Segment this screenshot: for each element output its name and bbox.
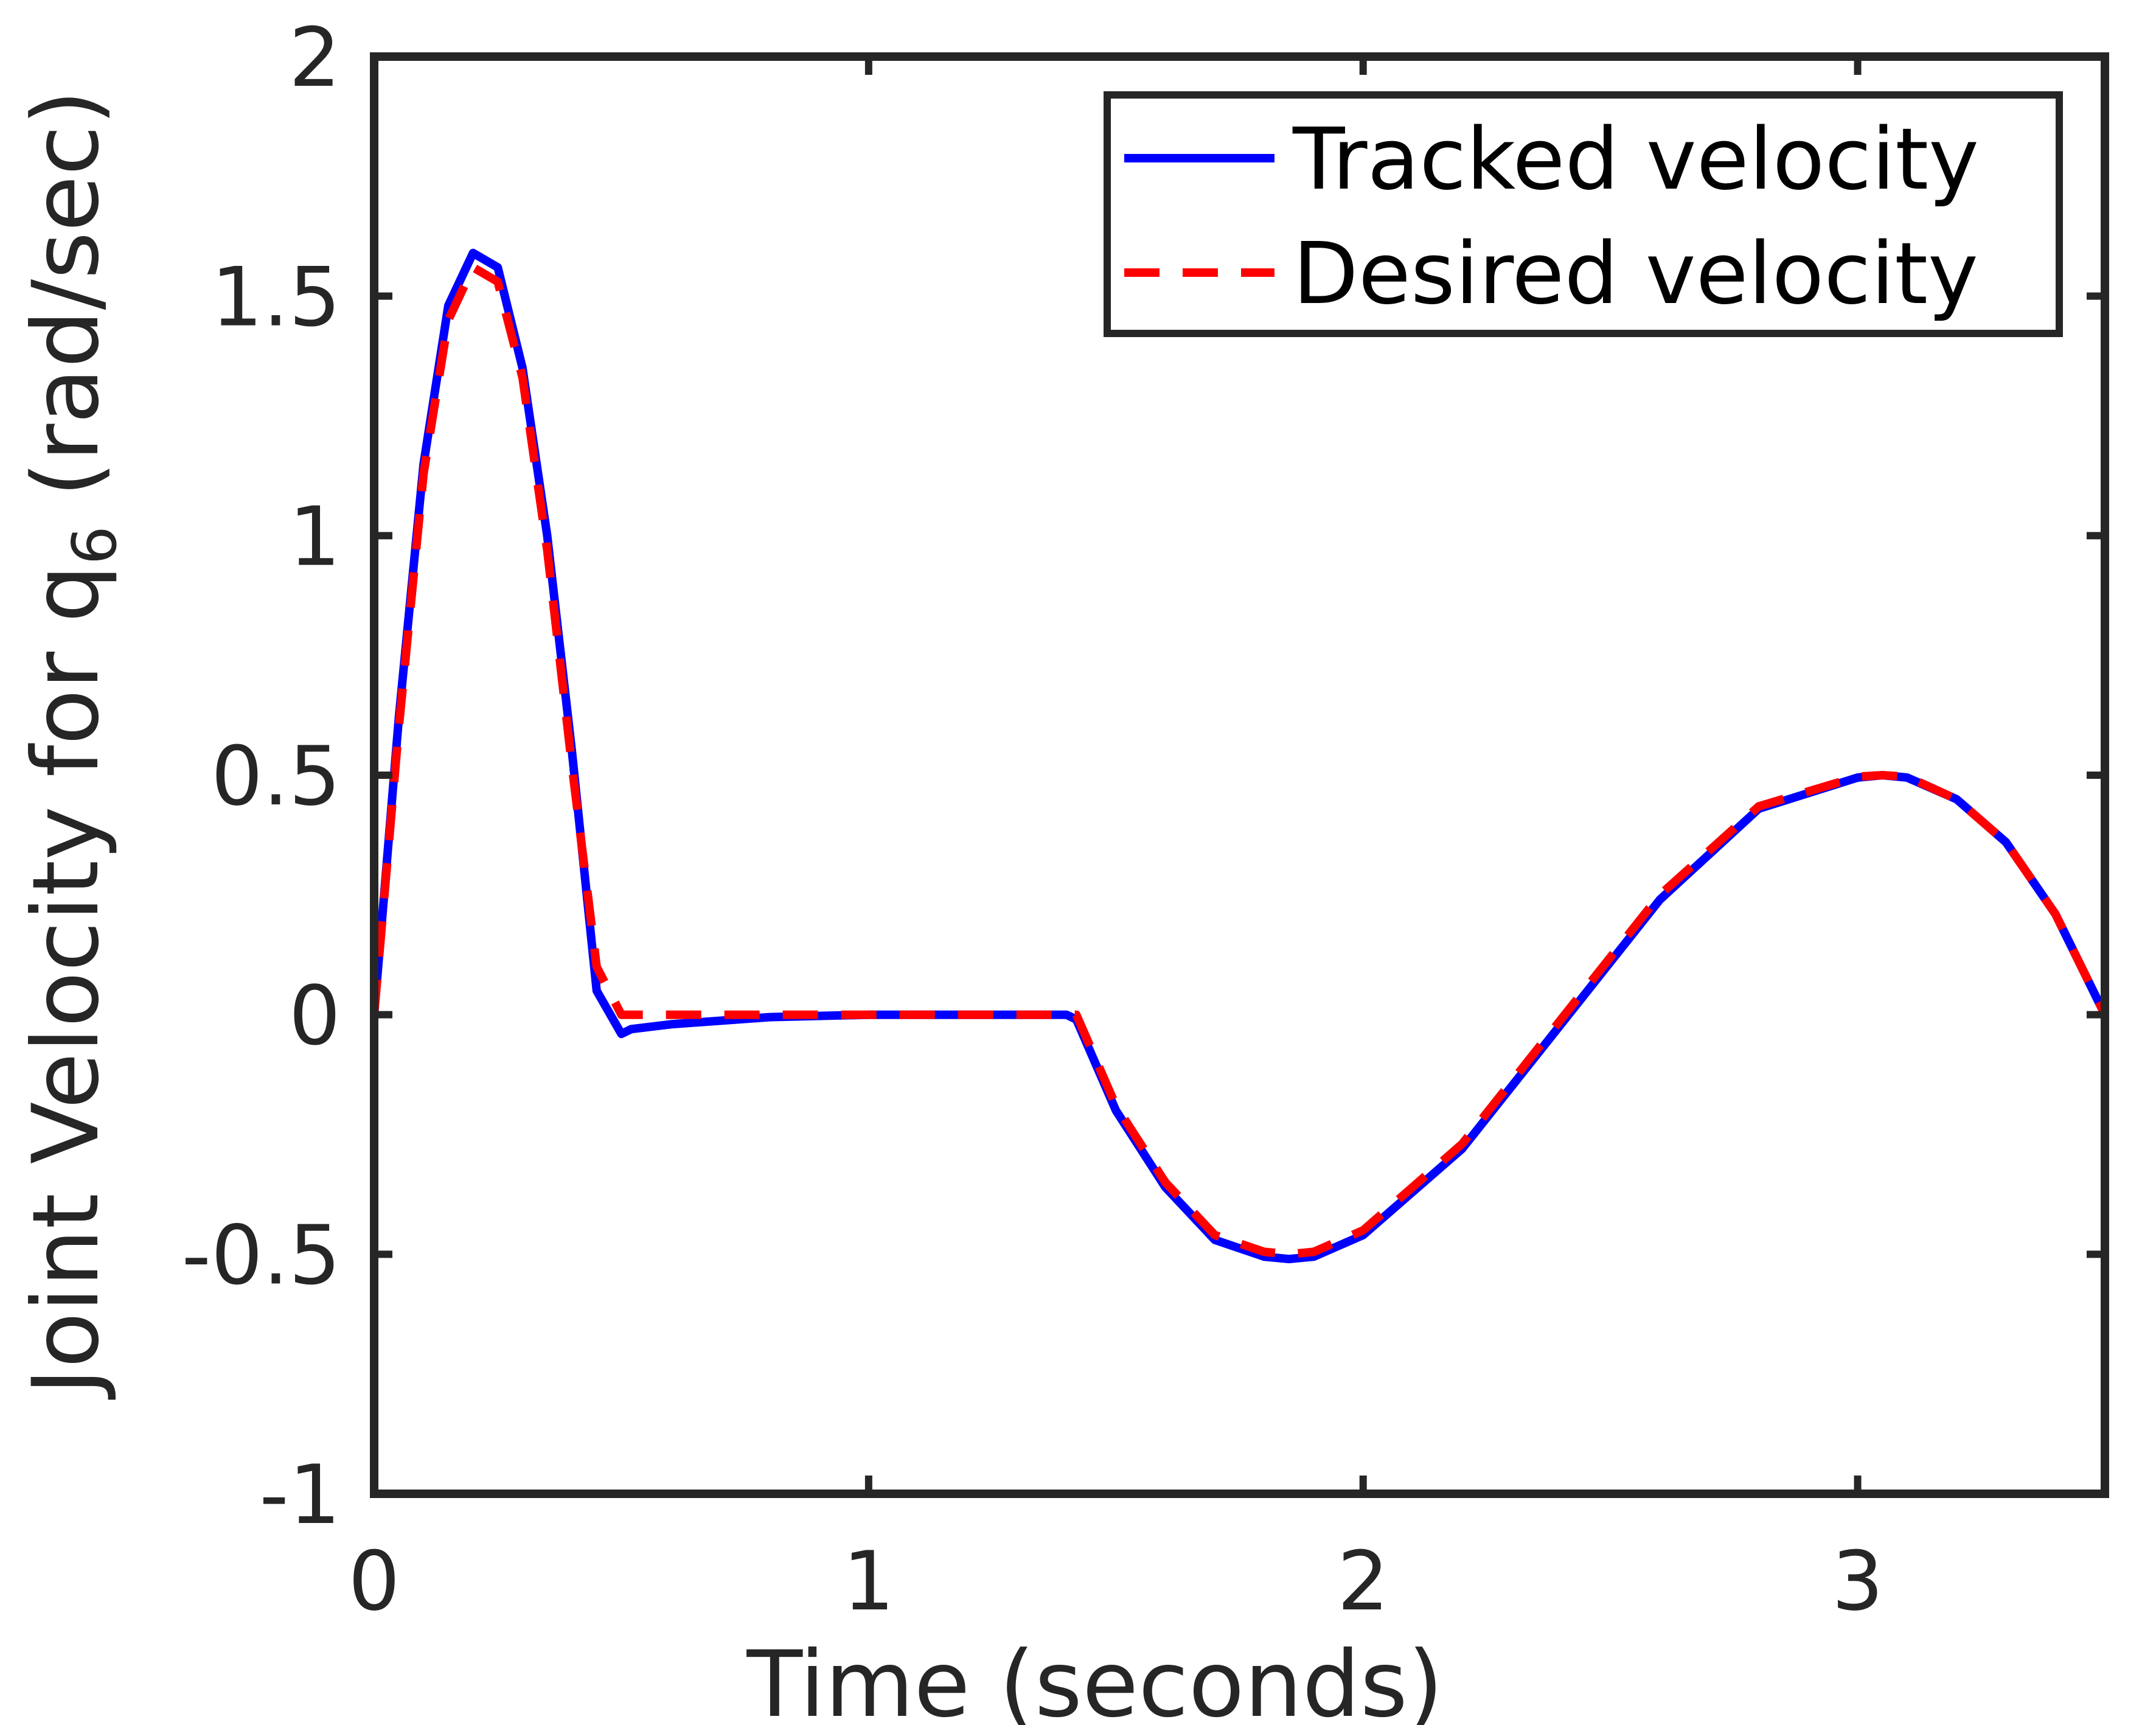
y-tick-label-1: -0.5 <box>182 1208 341 1303</box>
x-axis-title: Time (seconds) <box>746 1632 1444 1725</box>
x-tick-label-3: 3 <box>1832 1534 1883 1629</box>
x-tick-label-2: 2 <box>1337 1534 1389 1629</box>
y-axis-title-unit: (rad/sec) <box>13 89 119 497</box>
plot-frame <box>370 52 2109 1498</box>
legend-label-tracked: Tracked velocity <box>1292 110 1979 209</box>
legend-label-desired: Desired velocity <box>1293 225 1978 324</box>
tick-labels-layer: 0 1 2 3 -1 -0.5 0 0.5 1 1.5 2 <box>182 10 1884 1629</box>
legend: Tracked velocity Desired velocity <box>1104 91 2063 337</box>
legend-box <box>1104 91 2063 337</box>
y-tick-label-3: 0.5 <box>211 729 341 824</box>
y-tick-label-4: 1 <box>289 489 341 584</box>
y-tick-label-2: 0 <box>289 969 341 1064</box>
x-tick-label-1: 1 <box>843 1534 894 1629</box>
y-axis-title: Joint Velocity for q6 (rad/sec) <box>13 89 130 1399</box>
y-axis-title-main: Joint Velocity for q <box>13 565 119 1400</box>
y-tick-label-5: 1.5 <box>211 250 341 345</box>
series-layer <box>370 248 2109 1264</box>
y-axis-title-subscript: 6 <box>59 526 130 565</box>
y-axis-title-spacer <box>13 497 119 526</box>
y-tick-label-6: 2 <box>289 10 341 105</box>
y-tick-label-0: -1 <box>259 1448 341 1542</box>
series-line-0 <box>370 248 2109 1264</box>
x-tick-label-0: 0 <box>348 1534 400 1629</box>
